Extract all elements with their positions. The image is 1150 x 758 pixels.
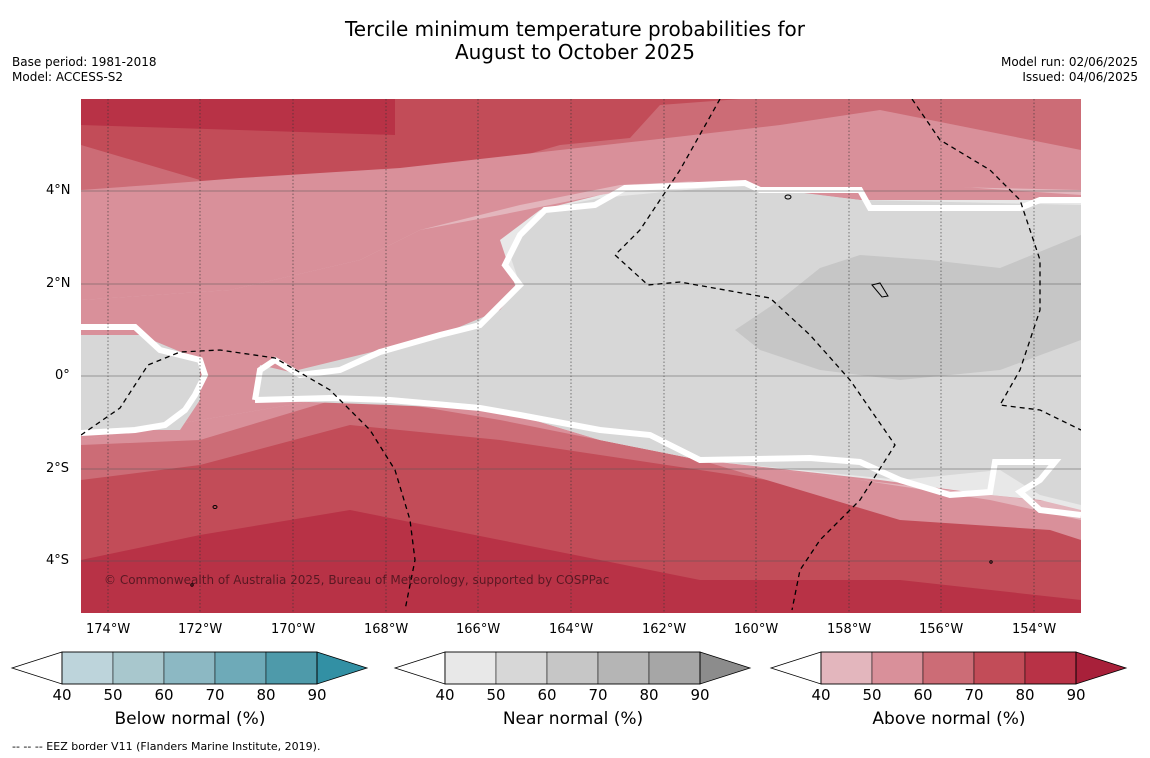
lon-label: 154°W xyxy=(1012,622,1057,637)
lat-label: 4°N xyxy=(46,183,71,198)
colorbar-segment xyxy=(444,651,497,685)
region-near-60 xyxy=(735,235,1081,380)
meta-left: Base period: 1981-2018 Model: ACCESS-S2 xyxy=(12,55,157,85)
lat-label: 4°S xyxy=(46,553,70,568)
map-field xyxy=(81,99,1081,613)
lon-label: 156°W xyxy=(919,622,964,637)
colorbar-segment xyxy=(265,651,318,685)
colorbar-frame xyxy=(444,651,701,685)
graticule xyxy=(107,99,1035,613)
copyright-text: © Commonwealth of Australia 2025, Bureau… xyxy=(104,573,609,587)
colorbar-tick-label: 90 xyxy=(1066,686,1085,704)
colorbar-segment xyxy=(648,651,701,685)
issued-date: Issued: 04/06/2025 xyxy=(1022,70,1138,84)
colorbar-label-above: Above normal (%) xyxy=(872,709,1026,729)
lat-label: 0° xyxy=(55,368,70,383)
colorbar-tick-label: 70 xyxy=(205,686,224,704)
colorbar-low-extend xyxy=(10,651,63,685)
model-name: Model: ACCESS-S2 xyxy=(12,70,124,84)
colorbar-tick-label: 70 xyxy=(964,686,983,704)
colorbar-segment xyxy=(163,651,216,685)
colorbar-tick-label: 60 xyxy=(537,686,556,704)
colorbar-1: 40 50 60 70 80 90 xyxy=(393,651,752,704)
lon-label: 166°W xyxy=(456,622,501,637)
colorbar-high-extend xyxy=(316,651,369,685)
colorbar-tick-label: 40 xyxy=(811,686,830,704)
colorbar-tick-label: 70 xyxy=(588,686,607,704)
lat-label: 2°S xyxy=(46,461,70,476)
base-period: Base period: 1981-2018 xyxy=(12,55,157,69)
lon-label: 162°W xyxy=(642,622,687,637)
lon-label: 164°W xyxy=(549,622,594,637)
colorbar-segment xyxy=(597,651,650,685)
latitude-lines xyxy=(81,190,1081,562)
colorbar-segment xyxy=(61,651,114,685)
title-line-2: August to October 2025 xyxy=(454,40,696,64)
model-run: Model run: 02/06/2025 xyxy=(1000,55,1138,69)
colorbar-segment xyxy=(214,651,267,685)
colorbar-segment xyxy=(871,651,924,685)
colorbar-low-extend xyxy=(393,651,446,685)
colorbar-high-extend xyxy=(699,651,752,685)
eez-footnote: -- -- -- EEZ border V11 (Flanders Marine… xyxy=(12,740,321,753)
chart-title: Tercile minimum temperature probabilitie… xyxy=(0,18,1150,64)
colorbar-tick-label: 60 xyxy=(154,686,173,704)
colorbar-label-below: Below normal (%) xyxy=(114,709,266,729)
lat-label: 2°N xyxy=(46,276,71,291)
colorbar-tick-label: 50 xyxy=(862,686,881,704)
colorbar-segment xyxy=(922,651,975,685)
lon-label: 174°W xyxy=(86,622,131,637)
colorbar-frame xyxy=(820,651,1077,685)
colorbar-tick-label: 50 xyxy=(486,686,505,704)
lon-label: 170°W xyxy=(271,622,316,637)
colorbar-label-near: Near normal (%) xyxy=(502,709,644,729)
lon-label: 160°W xyxy=(734,622,779,637)
colorbar-tick-label: 40 xyxy=(435,686,454,704)
colorbar-high-extend xyxy=(1075,651,1128,685)
meta-right: Model run: 02/06/2025 Issued: 04/06/2025 xyxy=(1001,55,1138,85)
colorbar-segment xyxy=(973,651,1026,685)
colorbar-tick-label: 90 xyxy=(307,686,326,704)
colorbar-tick-label: 80 xyxy=(1015,686,1034,704)
colorbar-tick-label: 80 xyxy=(256,686,275,704)
colorbar-tick-label: 60 xyxy=(913,686,932,704)
title-line-1: Tercile minimum temperature probabilitie… xyxy=(344,17,806,41)
colorbar-low-extend xyxy=(769,651,822,685)
colorbar-tick-label: 80 xyxy=(639,686,658,704)
lon-label: 172°W xyxy=(178,622,223,637)
colorbar-tick-label: 50 xyxy=(103,686,122,704)
near-normal-contour xyxy=(81,179,1081,518)
colorbar-0: 40 50 60 70 80 90 xyxy=(10,651,369,704)
lon-label: 168°W xyxy=(364,622,409,637)
colorbar-tick-label: 90 xyxy=(690,686,709,704)
lon-label: 158°W xyxy=(827,622,872,637)
colorbar-segment xyxy=(495,651,548,685)
colorbar-segment xyxy=(1024,651,1077,685)
colorbar-frame xyxy=(61,651,318,685)
eez-borders xyxy=(81,99,1081,611)
colorbars: 40 50 60 70 80 90 40 50 60 70 80 90 40 50 60 70 80 90 xyxy=(10,651,1128,704)
colorbar-2: 40 50 60 70 80 90 xyxy=(769,651,1128,704)
colorbar-segment xyxy=(820,651,873,685)
colorbar-tick-label: 40 xyxy=(52,686,71,704)
colorbar-segment xyxy=(112,651,165,685)
colorbar-segment xyxy=(546,651,599,685)
islands xyxy=(190,194,993,587)
